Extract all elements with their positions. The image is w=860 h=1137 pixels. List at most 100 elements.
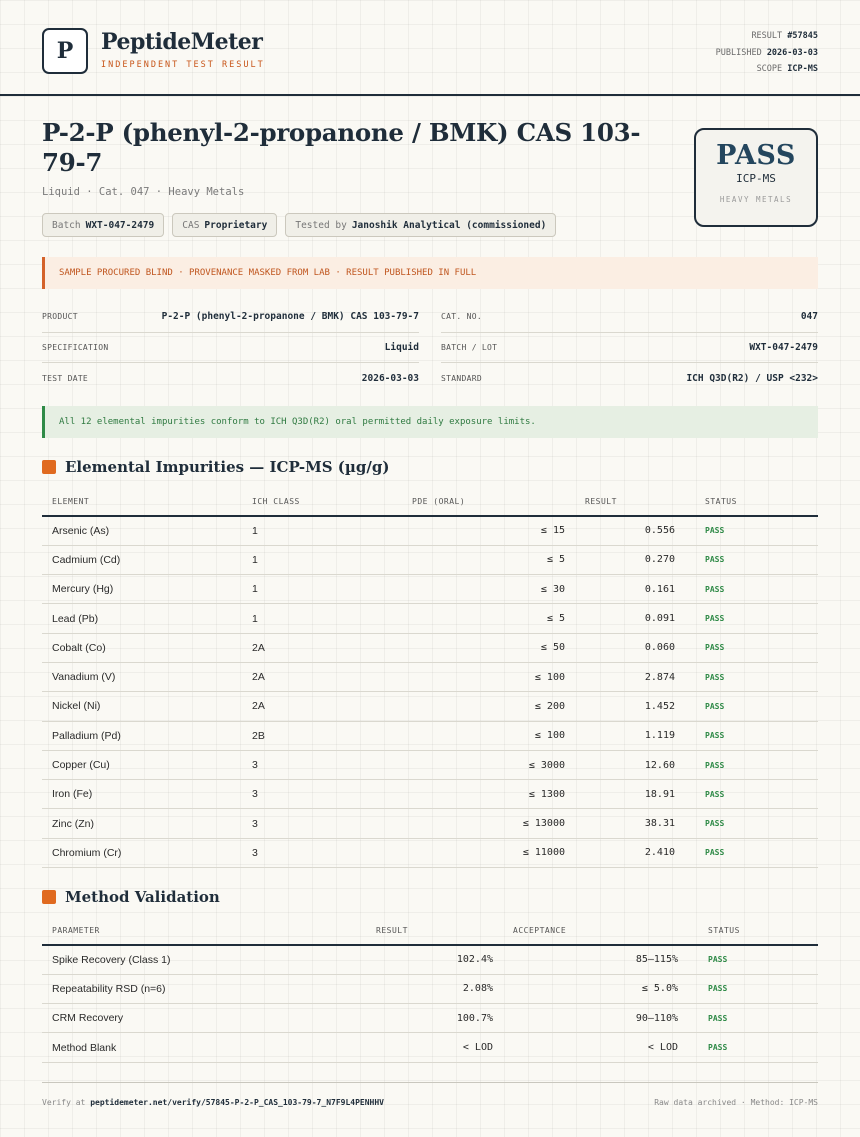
status-cell: PASS — [685, 574, 818, 605]
col-header: PDE (ORAL) — [402, 488, 575, 517]
table-cell: ≤ 30 — [402, 574, 575, 605]
table-row: Cadmium (Cd) 1 ≤ 5 0.270 PASS — [42, 545, 818, 576]
status-badge: PASS — [705, 614, 725, 624]
table-cell: 1.119 — [575, 721, 685, 751]
info-value: WXT-047-2479 — [749, 341, 818, 353]
validation-table: PARAMETER RESULT ACCEPTANCE STATUS Spike… — [42, 917, 818, 1063]
verify-link[interactable]: peptidemeter.net/verify/57845-P-2-P_CAS_… — [90, 1098, 384, 1107]
table-cell: 100.7% — [366, 1003, 503, 1034]
table-cell: Palladium (Pd) — [42, 721, 242, 751]
brand-tagline: INDEPENDENT TEST RESULT — [101, 60, 265, 70]
report-meta: RESULT #57845 PUBLISHED 2026-03-03 SCOPE… — [716, 28, 818, 78]
stamp-category: HEAVY METALS — [719, 195, 793, 204]
table-row: Cobalt (Co) 2A ≤ 50 0.060 PASS — [42, 633, 818, 663]
status-cell: PASS — [685, 721, 818, 751]
validation-table-body: Spike Recovery (Class 1) 102.4% 85–115% PAS… — [42, 945, 818, 1063]
table-cell: Cobalt (Co) — [42, 633, 242, 663]
status-cell: PASS — [688, 1032, 818, 1063]
info-row-cat-no: CAT. NO. 047 — [441, 302, 818, 333]
table-cell: Lead (Pb) — [42, 603, 242, 634]
table-cell: 3 — [242, 779, 402, 810]
impurities-section-title: Elemental Impurities — ICP-MS (µg/g) — [42, 458, 389, 476]
table-cell: ≤ 50 — [402, 633, 575, 663]
table-row: Zinc (Zn) 3 ≤ 13000 38.31 PASS — [42, 808, 818, 839]
tested-by-chip: Tested by Janoshik Analytical (commission… — [285, 213, 557, 237]
table-row: Palladium (Pd) 2B ≤ 100 1.119 PASS — [42, 721, 818, 751]
status-cell: PASS — [688, 974, 818, 1005]
table-header-row: PARAMETER RESULT ACCEPTANCE STATUS — [42, 917, 818, 946]
info-value: 047 — [800, 311, 818, 323]
info-row-standard: STANDARD ICH Q3D(R2) / USP <232> — [441, 363, 818, 394]
section-title-text: Method Validation — [65, 888, 220, 906]
table-header-row: ELEMENT ICH CLASS PDE (ORAL) RESULT STAT… — [42, 488, 818, 517]
info-value: ICH Q3D(R2) / USP <232> — [686, 372, 818, 384]
status-badge: PASS — [705, 584, 725, 594]
status-badge: PASS — [705, 701, 725, 711]
table-cell: 1 — [242, 516, 402, 546]
table-cell: ≤ 5 — [402, 603, 575, 634]
status-badge: PASS — [705, 731, 725, 741]
status-cell: PASS — [685, 662, 818, 693]
status-badge: PASS — [705, 819, 725, 829]
status-cell: PASS — [685, 545, 818, 576]
batch-chip: Batch WXT-047-2479 — [42, 213, 165, 237]
table-cell: 0.161 — [575, 574, 685, 605]
status-cell: PASS — [685, 603, 818, 634]
logo-icon: P — [42, 28, 88, 74]
status-badge: PASS — [705, 555, 725, 565]
status-badge: PASS — [705, 760, 725, 770]
table-cell: 2A — [242, 662, 402, 693]
table-cell: ≤ 15 — [402, 516, 575, 546]
table-cell: ≤ 5.0% — [503, 974, 688, 1005]
info-row-batch-lot: BATCH / LOT WXT-047-2479 — [441, 333, 818, 363]
table-cell: Spike Recovery (Class 1) — [42, 945, 366, 975]
table-cell: 0.556 — [575, 516, 685, 546]
scope-line: SCOPE ICP-MS — [756, 64, 818, 74]
table-cell: ≤ 13000 — [402, 808, 575, 839]
col-header: ELEMENT — [42, 488, 242, 517]
status-badge: PASS — [705, 672, 725, 682]
table-row: Nickel (Ni) 2A ≤ 200 1.452 PASS — [42, 691, 818, 722]
table-cell: 0.091 — [575, 603, 685, 634]
status-cell: PASS — [685, 691, 818, 722]
table-cell: Chromium (Cr) — [42, 838, 242, 869]
provenance-notice: SAMPLE PROCURED BLIND · PROVENANCE MASKE… — [42, 257, 818, 289]
table-cell: 2B — [242, 721, 402, 751]
archive-note: Raw data archived · Method: ICP-MS — [654, 1098, 818, 1107]
stamp-method: ICP-MS — [736, 172, 776, 185]
table-cell: < LOD — [366, 1032, 503, 1063]
status-cell: PASS — [688, 1003, 818, 1034]
pass-stamp: PASS ICP-MS HEAVY METALS — [694, 128, 818, 227]
status-badge: PASS — [708, 1043, 728, 1053]
table-row: Method Blank < LOD < LOD PASS — [42, 1032, 818, 1063]
info-label: TEST DATE — [42, 373, 89, 383]
section-marker-icon — [42, 890, 56, 904]
brand-name: PeptideMeter — [101, 29, 263, 55]
table-cell: ≤ 11000 — [402, 838, 575, 869]
status-badge: PASS — [708, 955, 728, 965]
table-cell: ≤ 200 — [402, 691, 575, 722]
status-cell: PASS — [688, 945, 818, 975]
table-cell: 90–110% — [503, 1003, 688, 1034]
verify-line: Verify at peptidemeter.net/verify/57845-… — [42, 1098, 384, 1107]
col-header: RESULT — [366, 917, 503, 946]
section-title-text: Elemental Impurities — ICP-MS (µg/g) — [65, 458, 390, 476]
page-title: P-2-P (phenyl-2-propanone / BMK) CAS 103… — [42, 118, 641, 177]
table-cell: 3 — [242, 750, 402, 781]
chip-row: Batch WXT-047-2479 CAS Proprietary Tested … — [42, 213, 557, 237]
table-row: Iron (Fe) 3 ≤ 1300 18.91 PASS — [42, 779, 818, 810]
table-cell: 12.60 — [575, 750, 685, 781]
table-cell: Zinc (Zn) — [42, 808, 242, 839]
table-cell: 102.4% — [366, 945, 503, 975]
col-header: STATUS — [685, 488, 818, 517]
info-row-test-date: TEST DATE 2026-03-03 — [42, 363, 419, 394]
table-cell: ≤ 5 — [402, 545, 575, 576]
table-cell: 0.060 — [575, 633, 685, 663]
status-cell: PASS — [685, 633, 818, 663]
table-cell: 2.874 — [575, 662, 685, 693]
impurities-table-body: Arsenic (As) 1 ≤ 15 0.556 PASS Cadmium (Cd) 1 ≤… — [42, 516, 818, 869]
conformity-banner: All 12 elemental impurities conform to I… — [42, 406, 818, 438]
report-footer: Verify at peptidemeter.net/verify/57845-… — [42, 1082, 818, 1107]
col-header: STATUS — [688, 917, 818, 946]
table-cell: 2A — [242, 633, 402, 663]
